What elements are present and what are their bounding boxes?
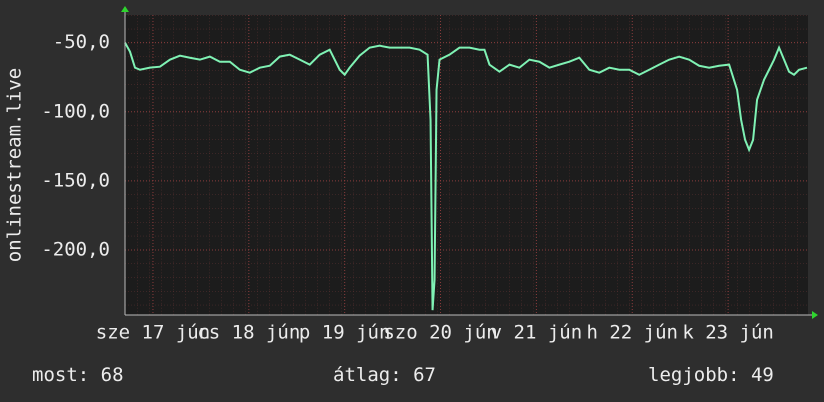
x-tick-label: cs 18 jún bbox=[197, 322, 300, 344]
y-tick-label: -100,0 bbox=[41, 100, 110, 122]
x-tick-label: k 23 jún bbox=[682, 322, 774, 344]
y-arrow bbox=[121, 6, 129, 12]
stat-value: 67 bbox=[413, 364, 436, 386]
y-tick-label: -200,0 bbox=[41, 239, 110, 261]
y-tick-label: -50,0 bbox=[53, 31, 110, 53]
y-tick-label: -150,0 bbox=[41, 169, 110, 191]
x-tick-label: sze 17 jún bbox=[96, 322, 210, 344]
minor-grid bbox=[125, 15, 808, 315]
stat: átlag: 67 bbox=[333, 364, 436, 386]
y-axis-title: onlinestream.live bbox=[4, 68, 26, 262]
x-arrow bbox=[812, 311, 818, 319]
stat-label: átlag: bbox=[333, 364, 402, 386]
stat-label: legjobb: bbox=[648, 364, 740, 386]
x-tick-label: szo 20 jún bbox=[383, 322, 497, 344]
x-tick-label: h 22 jún bbox=[586, 322, 678, 344]
x-tick-label: p 19 jún bbox=[299, 322, 391, 344]
stat-value: 49 bbox=[751, 364, 774, 386]
stat: most: 68 bbox=[32, 364, 124, 386]
x-tick-label: v 21 jún bbox=[491, 322, 583, 344]
stat-label: most: bbox=[32, 364, 89, 386]
data-line bbox=[124, 42, 808, 311]
stat: legjobb: 49 bbox=[648, 364, 774, 386]
stat-value: 68 bbox=[101, 364, 124, 386]
